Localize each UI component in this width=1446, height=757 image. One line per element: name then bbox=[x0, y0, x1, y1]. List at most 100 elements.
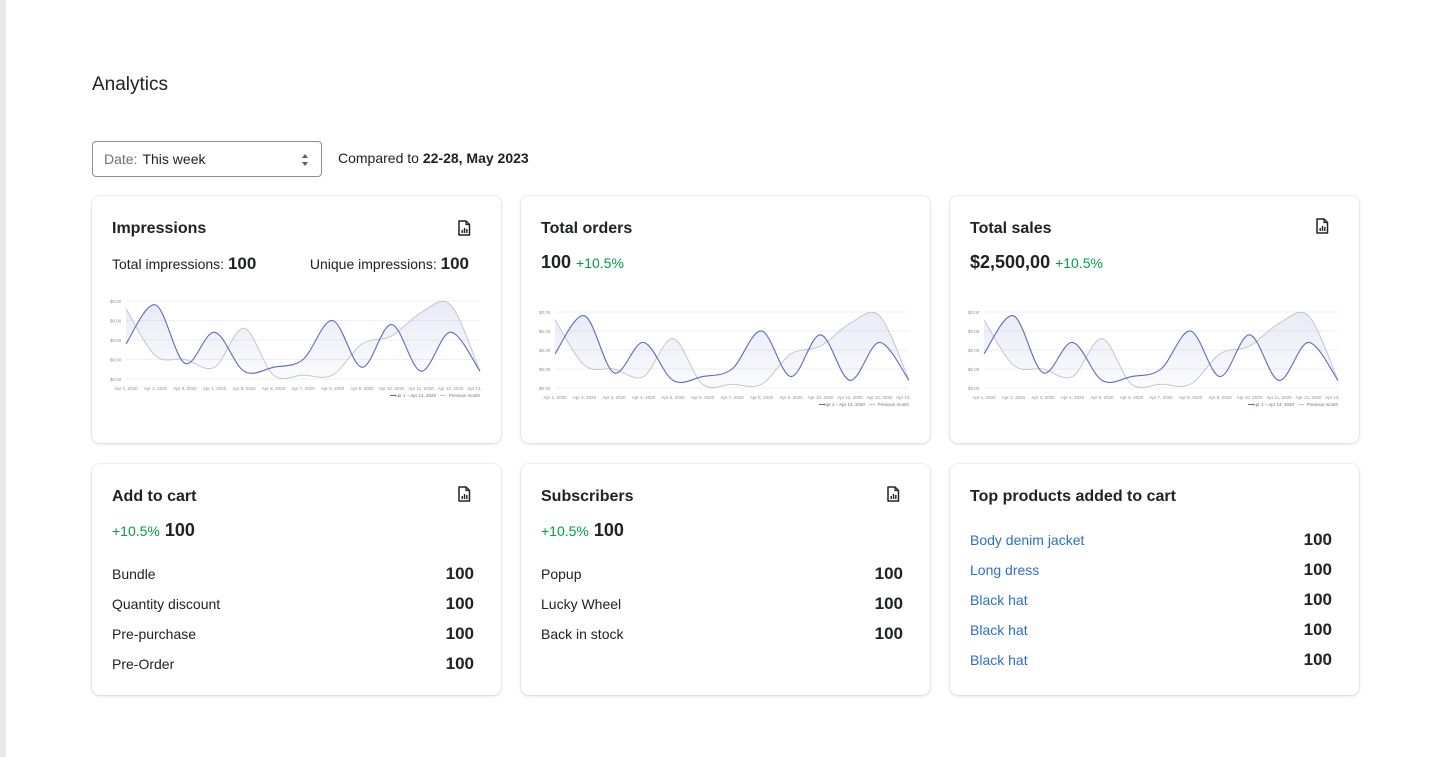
export-report-icon[interactable] bbox=[1315, 218, 1329, 234]
add-to-cart-headline: +10.5% 100 bbox=[112, 520, 195, 541]
list-item-label: Lucky Wheel bbox=[541, 596, 622, 612]
product-link[interactable]: Black hat bbox=[970, 592, 1028, 608]
impressions-title: Impressions bbox=[112, 220, 207, 237]
list-item-label: Back in stock bbox=[541, 626, 624, 642]
x-tick-label: Apr 12, 2020 bbox=[867, 395, 893, 400]
series-area bbox=[984, 312, 1338, 388]
x-tick-label: Apr 11, 2020 bbox=[1266, 395, 1292, 400]
x-tick-label: Apr 5, 2020 bbox=[232, 386, 256, 391]
total-sales-value: $2,500,00 bbox=[970, 252, 1051, 272]
y-tick-label: $0.00 bbox=[968, 348, 980, 353]
series-line-current bbox=[983, 315, 1339, 384]
legend-label-previous: Previous month bbox=[449, 393, 481, 398]
add-to-cart-card: Add to cart +10.5% 100 Bundle 100 Quanti… bbox=[92, 464, 501, 695]
y-tick-label: $0.00 bbox=[110, 338, 122, 343]
product-count: 100 bbox=[1303, 620, 1332, 639]
x-tick-label: Apr 8, 2020 bbox=[750, 395, 774, 400]
comparison-range: 22-28, May 2023 bbox=[422, 150, 529, 166]
product-row: Black hat 100 bbox=[970, 585, 1332, 615]
total-orders-headline: 100 +10.5% bbox=[541, 252, 624, 273]
x-tick-label: Apr 10, 2020 bbox=[379, 386, 405, 391]
top-products-card: Top products added to cart Body denim ja… bbox=[950, 464, 1359, 695]
impressions-chart: $0.00 $0.00 $0.00 $0.00 $0.00 Apr 1, 2020 Apr … bbox=[110, 299, 482, 398]
x-tick-label: Apr 4, 2020 bbox=[203, 386, 227, 391]
list-item: Lucky Wheel 100 bbox=[541, 589, 903, 619]
product-row: Body denim jacket 100 bbox=[970, 525, 1332, 555]
y-tick-label: $0.00 bbox=[539, 367, 551, 372]
x-tick-label: Apr 7, 2020 bbox=[1149, 395, 1173, 400]
y-tick-label: $0.00 bbox=[968, 329, 980, 334]
legend-label-current: Apr 1 – Apr 14, 2020 bbox=[395, 393, 437, 398]
list-item-value: 100 bbox=[874, 564, 903, 583]
list-item: Pre-purchase 100 bbox=[112, 619, 474, 649]
subscribers-delta: +10.5% bbox=[541, 523, 589, 539]
product-link[interactable]: Black hat bbox=[970, 652, 1028, 668]
impressions-card: Impressions Total impressions: 100 Uniqu… bbox=[92, 196, 501, 443]
legend-label-previous: Previous month bbox=[1307, 402, 1339, 407]
total-impressions: Total impressions: 100 bbox=[112, 254, 256, 274]
date-filter-value: This week bbox=[142, 151, 206, 167]
list-item-label: Pre-Order bbox=[112, 656, 175, 672]
total-orders-chart: $0.00 $0.00 $0.00 $0.00 $0.00 Apr 1, 2020 Apr … bbox=[539, 310, 911, 407]
legend-label-current: Apr 1 – Apr 14, 2020 bbox=[824, 402, 866, 407]
app-frame-edge bbox=[0, 0, 6, 757]
chart-legend: Previous month Apr 1 – Apr 14, 2020 bbox=[819, 402, 909, 407]
x-tick-label: Apr 2, 2020 bbox=[573, 395, 597, 400]
list-item: Popup 100 bbox=[541, 559, 903, 589]
select-arrows-icon bbox=[302, 154, 308, 166]
total-orders-card: Total orders 100 +10.5% $0.00 $0.00 $0.00 $… bbox=[521, 196, 930, 443]
x-tick-label: Apr 2, 2020 bbox=[1002, 395, 1026, 400]
add-to-cart-value: 100 bbox=[164, 520, 195, 540]
x-tick-label: Apr 3, 2020 bbox=[173, 386, 197, 391]
total-orders-delta: +10.5% bbox=[576, 255, 624, 271]
export-report-icon[interactable] bbox=[886, 486, 900, 502]
total-sales-delta: +10.5% bbox=[1055, 255, 1103, 271]
date-filter-select[interactable]: Date: This week bbox=[92, 141, 322, 177]
series-line-current bbox=[125, 304, 481, 374]
unique-impressions: Unique impressions: 100 bbox=[310, 254, 469, 274]
product-count: 100 bbox=[1303, 530, 1332, 549]
series-line-previous bbox=[554, 311, 910, 389]
list-item: Bundle 100 bbox=[112, 559, 474, 589]
x-tick-label: Apr 3, 2020 bbox=[1031, 395, 1055, 400]
add-to-cart-delta: +10.5% bbox=[112, 523, 160, 539]
date-filter-label: Date: bbox=[104, 151, 138, 167]
x-tick-label: Apr 12, 2020 bbox=[1296, 395, 1322, 400]
page-title: Analytics bbox=[92, 74, 169, 95]
total-sales-chart: $0.00 $0.00 $0.00 $0.00 $0.00 Apr 1, 2020 Apr … bbox=[968, 310, 1340, 407]
total-orders-value: 100 bbox=[541, 252, 572, 272]
subscribers-card: Subscribers +10.5% 100 Popup 100 Lucky W… bbox=[521, 464, 930, 695]
y-tick-label: $0.00 bbox=[968, 386, 980, 391]
product-link[interactable]: Body denim jacket bbox=[970, 532, 1085, 548]
x-tick-label: Apr 1, 2020 bbox=[114, 386, 138, 391]
export-report-icon[interactable] bbox=[457, 486, 471, 502]
y-tick-label: $0.00 bbox=[539, 310, 551, 315]
list-item-label: Pre-purchase bbox=[112, 626, 197, 642]
export-report-icon[interactable] bbox=[457, 220, 471, 236]
product-count: 100 bbox=[1303, 650, 1332, 669]
x-tick-label: Apr 2, 2020 bbox=[144, 386, 168, 391]
list-item-label: Quantity discount bbox=[112, 596, 221, 612]
x-tick-label: Apr 6, 2020 bbox=[1120, 395, 1144, 400]
x-tick-label: Apr 9, 2020 bbox=[1208, 395, 1232, 400]
unique-impressions-label: Unique impressions: bbox=[309, 256, 437, 272]
y-tick-label: $0.00 bbox=[539, 386, 551, 391]
list-item: Quantity discount 100 bbox=[112, 589, 474, 619]
y-tick-label: $0.00 bbox=[110, 299, 122, 304]
subscribers-title: Subscribers bbox=[541, 488, 634, 505]
product-link[interactable]: Long dress bbox=[970, 562, 1040, 578]
x-tick-label: Apr 9, 2020 bbox=[350, 386, 374, 391]
total-sales-headline: $2,500,00 +10.5% bbox=[970, 252, 1103, 273]
series-area bbox=[555, 312, 909, 388]
subscribers-value: 100 bbox=[593, 520, 624, 540]
product-row: Black hat 100 bbox=[970, 615, 1332, 645]
y-tick-label: $0.00 bbox=[968, 310, 980, 315]
product-link[interactable]: Black hat bbox=[970, 622, 1028, 638]
add-to-cart-title: Add to cart bbox=[112, 488, 197, 505]
y-tick-label: $0.00 bbox=[968, 367, 980, 372]
chart-legend: Previous month Apr 1 – Apr 14, 2020 bbox=[390, 393, 480, 398]
list-item: Pre-Order 100 bbox=[112, 649, 474, 679]
x-tick-label: Apr 13, 2020 bbox=[896, 395, 911, 400]
product-count: 100 bbox=[1303, 560, 1332, 579]
list-item-value: 100 bbox=[874, 594, 903, 613]
